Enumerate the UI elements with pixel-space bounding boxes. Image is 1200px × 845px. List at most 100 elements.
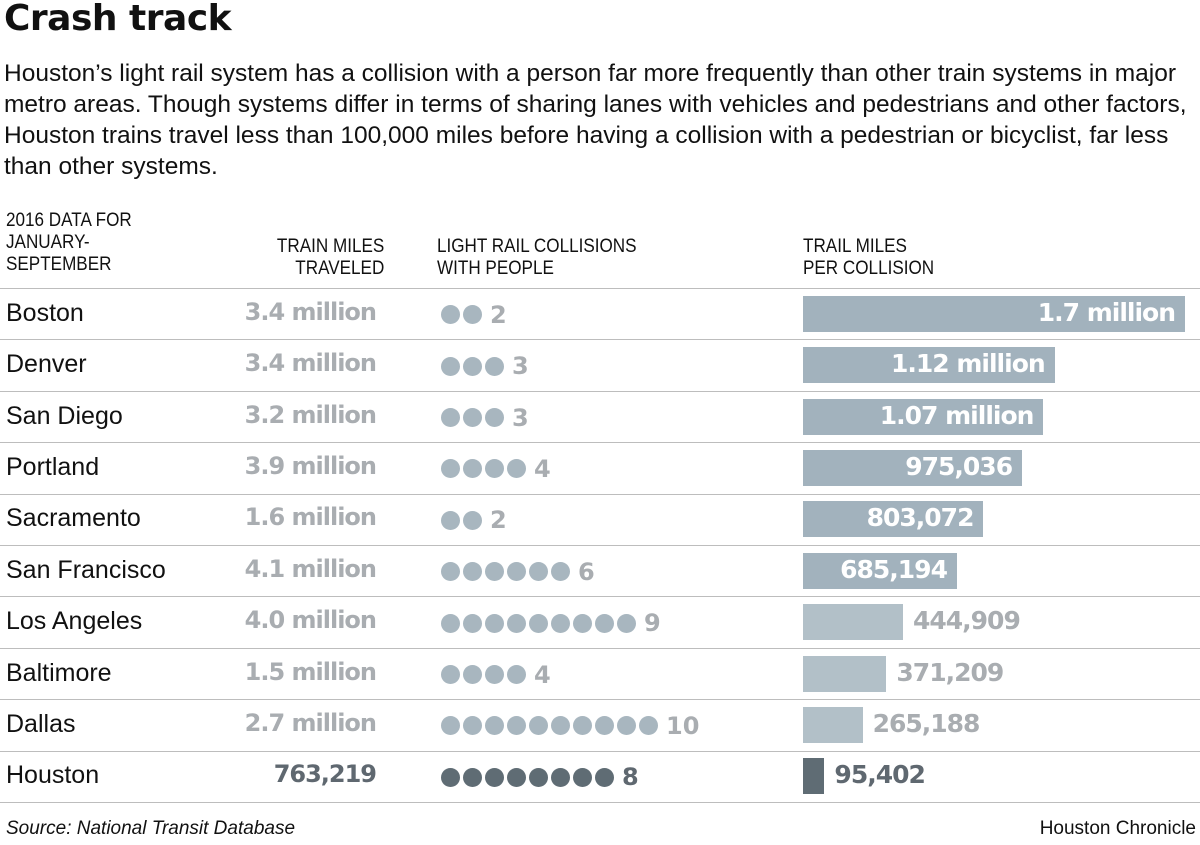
collision-count: 10: [666, 711, 700, 740]
collision-dot: [551, 767, 570, 787]
city-name: Boston: [6, 298, 84, 327]
per-collision-bar: [803, 295, 1185, 332]
collision-dot: [441, 613, 460, 633]
period-header-line: 2016 DATA FOR: [6, 210, 132, 231]
collision-dot: [617, 716, 636, 736]
collision-dots: 6: [441, 558, 595, 586]
train-miles-value: 3.4 million: [244, 297, 377, 326]
collision-count: 3: [512, 352, 529, 381]
per-collision-label: 1.7 million: [1037, 297, 1176, 327]
miles-header: TRAIN MILES TRAVELED: [277, 236, 384, 280]
collision-count: 4: [534, 454, 551, 483]
per-collision-bar: [803, 347, 1055, 384]
collision-dots: 2: [441, 506, 507, 534]
collision-dot: [573, 613, 592, 633]
collision-dot: [463, 716, 482, 736]
collision-count: 4: [534, 660, 551, 689]
collision-dot: [463, 665, 482, 684]
collision-dot: [529, 562, 548, 582]
per-collision-bar: [803, 655, 887, 692]
per-collision-label: 1.12 million: [890, 349, 1046, 379]
collision-dot: [441, 716, 460, 736]
row-divider: [0, 339, 1200, 341]
credit: Houston Chronicle: [1039, 818, 1196, 839]
collision-dot: [441, 665, 460, 684]
train-miles-value: 3.9 million: [244, 451, 377, 480]
per-collision-bar: [803, 604, 903, 641]
chart-title: Crash track: [4, 0, 232, 39]
city-name: San Diego: [6, 401, 123, 430]
collision-dot: [441, 459, 460, 479]
collisions-header-line: WITH PEOPLE: [437, 258, 554, 279]
train-miles-value: 4.0 million: [244, 606, 377, 635]
per-collision-label: 371,209: [896, 657, 1004, 687]
per-collision-label: 685,194: [840, 554, 948, 584]
collision-dot: [507, 665, 526, 684]
collision-dot: [507, 459, 526, 479]
collision-dot: [507, 562, 526, 582]
collision-dot: [617, 613, 636, 633]
collision-dot: [463, 459, 482, 479]
per-collision-label: 444,909: [912, 606, 1021, 636]
train-miles-value: 3.2 million: [244, 400, 377, 429]
period-header: 2016 DATA FOR JANUARY- SEPTEMBER: [6, 210, 132, 276]
city-name: Sacramento: [6, 504, 141, 533]
per-collision-bar: [803, 758, 825, 795]
collision-dot: [441, 562, 460, 582]
train-miles-value: 1.5 million: [244, 657, 377, 686]
collision-dot: [529, 716, 548, 736]
train-miles-value: 1.6 million: [244, 503, 377, 532]
city-name: Dallas: [6, 709, 76, 738]
intro-paragraph: Houston’s light rail system has a collis…: [4, 60, 1187, 180]
collision-dot: [529, 767, 548, 787]
collision-dot: [639, 716, 658, 736]
collision-dot: [463, 305, 482, 325]
collisions-header-line: LIGHT RAIL COLLISIONS: [437, 236, 637, 257]
row-divider: [0, 596, 1200, 598]
collision-dot: [485, 716, 504, 736]
collision-dot: [485, 408, 504, 427]
miles-header-line: TRAVELED: [294, 258, 384, 279]
row-divider: [0, 493, 1200, 495]
collision-dot: [573, 716, 592, 736]
collision-dots: 3: [441, 352, 529, 380]
row-divider: [0, 750, 1200, 752]
row-divider: [0, 802, 1200, 803]
train-miles-value: 2.7 million: [244, 708, 377, 737]
collision-dot: [463, 408, 482, 427]
collision-dot: [507, 613, 526, 633]
miles-header-line: TRAIN MILES: [276, 236, 384, 257]
train-miles-value: 4.1 million: [244, 554, 377, 583]
collision-dots: 9: [441, 609, 661, 637]
collision-dot: [595, 767, 614, 787]
city-name: Baltimore: [6, 658, 112, 687]
collision-dots: 4: [441, 661, 551, 689]
collision-dot: [463, 510, 482, 530]
collision-dot: [551, 613, 570, 633]
collision-dot: [573, 767, 592, 787]
source-note: Source: National Transit Database: [6, 818, 296, 839]
city-name: San Francisco: [6, 555, 166, 584]
collision-count: 3: [512, 403, 529, 432]
per-collision-bar: [803, 449, 1023, 486]
collision-dot: [551, 716, 570, 736]
per-collision-bar: [803, 501, 984, 538]
per-collision-label: 265,188: [872, 708, 981, 738]
per-collision-label: 1.07 million: [879, 400, 1035, 430]
collision-dot: [485, 767, 504, 787]
city-name: Los Angeles: [6, 607, 143, 636]
period-header-line: SEPTEMBER: [6, 254, 112, 275]
collision-dots: 8: [441, 763, 639, 791]
collision-dot: [595, 716, 614, 736]
collision-count: 8: [622, 763, 639, 792]
collision-dot: [463, 767, 482, 787]
collision-dot: [463, 613, 482, 633]
per-collision-label: 975,036: [905, 451, 1013, 481]
per-collision-label: 95,402: [834, 760, 925, 790]
collision-dot: [441, 510, 460, 530]
collision-dot: [485, 613, 504, 633]
per-collision-header-line: TRAIL MILES: [803, 236, 907, 257]
collision-dot: [507, 716, 526, 736]
collision-dot: [485, 665, 504, 684]
